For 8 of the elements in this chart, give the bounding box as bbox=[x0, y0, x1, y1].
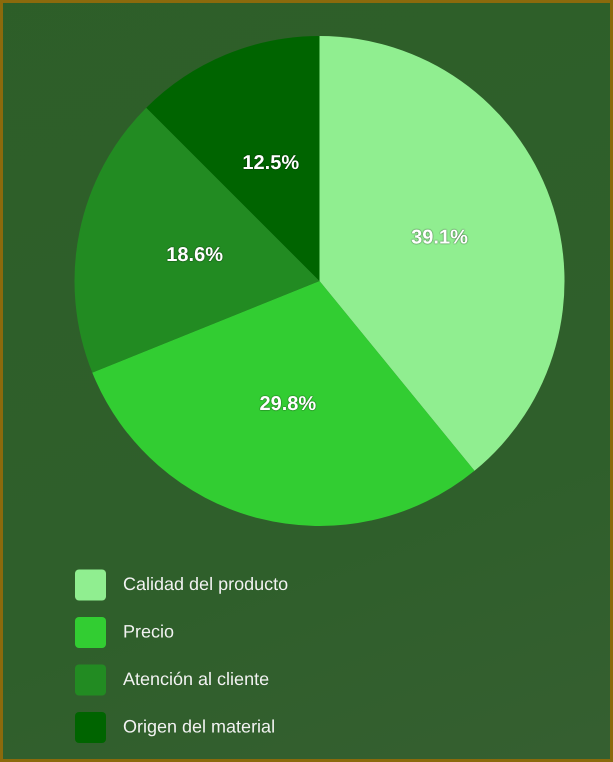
legend-label: Calidad del producto bbox=[123, 574, 288, 594]
data-label: 29.8% bbox=[259, 392, 316, 415]
data-label: 12.5% bbox=[242, 152, 300, 174]
legend-label: Atención al cliente bbox=[123, 668, 270, 689]
data-label: 18.6% bbox=[166, 244, 224, 266]
data-label: 39.1% bbox=[411, 226, 468, 249]
legend-label: Origen del material bbox=[123, 716, 276, 736]
legend-label: Precio bbox=[123, 621, 174, 642]
